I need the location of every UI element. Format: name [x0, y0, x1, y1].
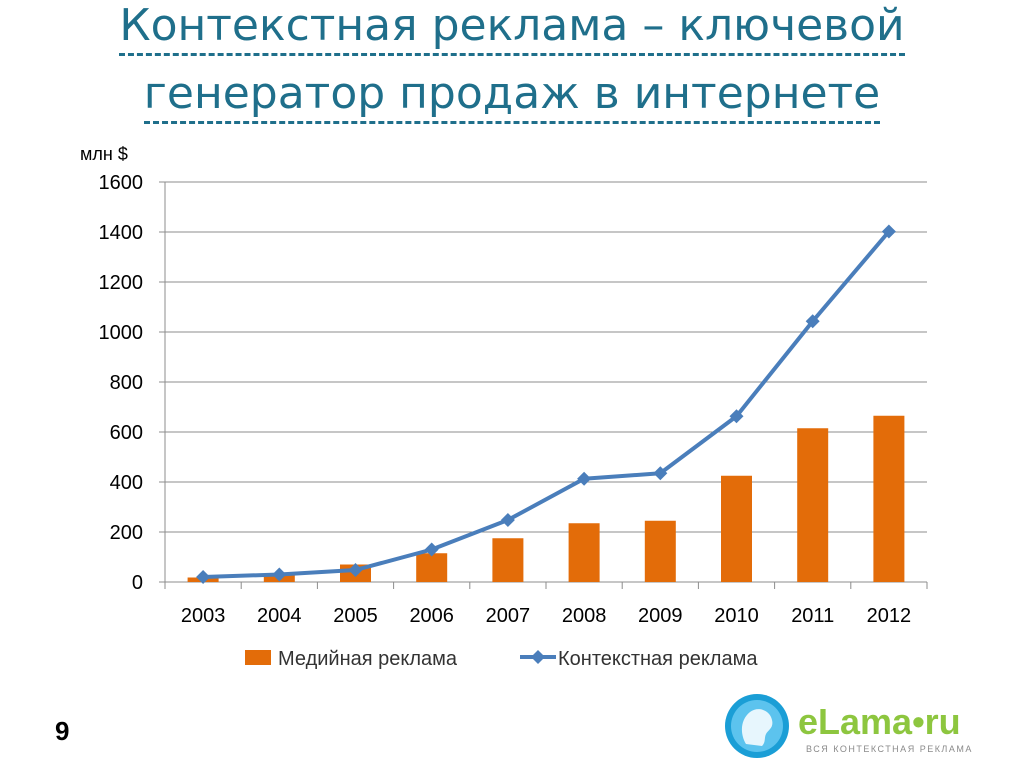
y-tick-label: 0 [132, 572, 143, 594]
y-unit-label: млн $ [80, 144, 128, 164]
y-tick-label: 1400 [99, 222, 144, 244]
legend-line-label: Контекстная реклама [558, 648, 758, 670]
data-point [500, 513, 515, 527]
y-tick-label: 1000 [99, 322, 144, 344]
title-line-1: Контекстная реклама – ключевой [0, 0, 1024, 56]
y-axis-ticks: 0 200 400 600 800 1000 1200 1400 1600 [99, 172, 144, 594]
x-tick-label: 2008 [562, 605, 607, 627]
logo-tagline: ВСЯ КОНТЕКСТНАЯ РЕКЛАМА [806, 744, 973, 754]
y-tick-label: 400 [110, 472, 143, 494]
y-tick-label: 1600 [99, 172, 144, 194]
data-point [805, 314, 820, 329]
x-tick-label: 2003 [181, 605, 226, 627]
legend-bar-swatch [245, 650, 271, 665]
bar [873, 415, 905, 582]
x-tick-label: 2012 [867, 605, 912, 627]
bar [416, 553, 448, 582]
data-point [729, 409, 744, 424]
y-tick-label: 600 [110, 422, 143, 444]
bar-series [187, 415, 905, 582]
x-tick-label: 2009 [638, 605, 683, 627]
x-tick-label: 2006 [409, 605, 454, 627]
bar [721, 475, 752, 582]
data-point [653, 466, 668, 481]
logo-name: eLama•ru [798, 701, 961, 742]
legend-line-marker [531, 650, 545, 664]
x-tick-label: 2005 [333, 605, 378, 627]
x-axis-ticks: 2003 2004 2005 2006 2007 2008 2009 2010 2011 2012 [181, 605, 911, 627]
title-line-2: генератор продаж в интернете [0, 68, 1024, 124]
bar [568, 523, 600, 582]
legend-bar-label: Медийная реклама [278, 648, 458, 670]
data-point [577, 471, 592, 486]
line-series [196, 224, 896, 584]
data-point [881, 224, 896, 239]
series-line [203, 230, 891, 579]
y-tick-label: 800 [110, 372, 143, 394]
legend: Медийная реклама Контекстная реклама [245, 648, 758, 670]
elama-logo: eLama•ru ВСЯ КОНТЕКСТНАЯ РЕКЛАМА [725, 694, 973, 758]
data-point [348, 563, 363, 577]
y-tick-label: 1200 [99, 272, 144, 294]
gridlines [165, 181, 927, 533]
y-tick-label: 200 [110, 522, 143, 544]
bar [492, 538, 524, 582]
data-point [424, 542, 439, 557]
data-point [272, 567, 287, 582]
x-tick-label: 2011 [791, 605, 834, 627]
data-point [196, 570, 211, 584]
x-tick-label: 2007 [486, 605, 531, 627]
bar [797, 428, 829, 582]
x-tick-label: 2004 [257, 605, 302, 627]
bar [644, 520, 676, 582]
page-number: 9 [55, 716, 70, 746]
x-tick-label: 2010 [714, 605, 759, 627]
